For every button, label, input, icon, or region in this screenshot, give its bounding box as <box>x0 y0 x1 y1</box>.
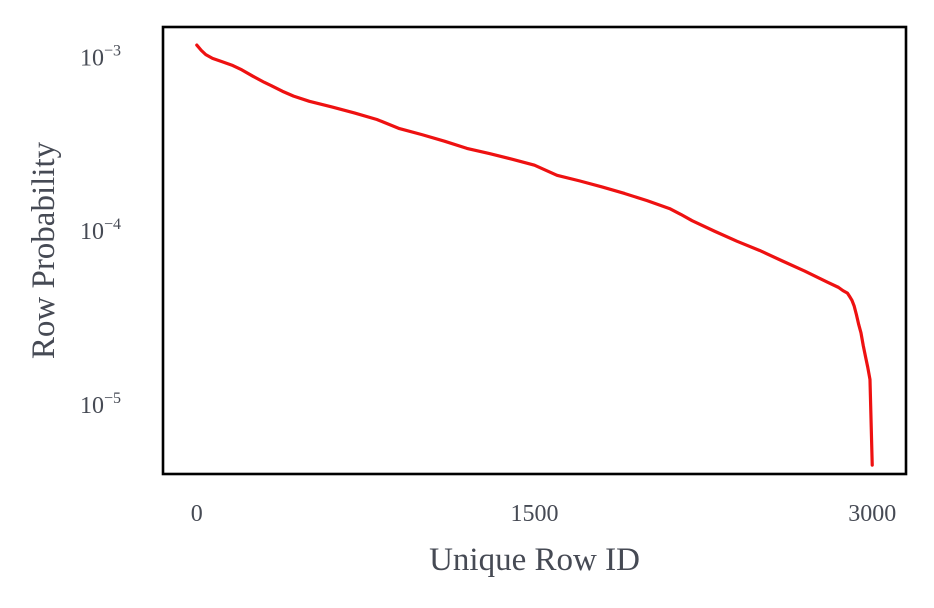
y-tick-label: 10−5 <box>80 390 121 419</box>
series-line <box>195 43 874 467</box>
y-tick-exponent: −3 <box>104 43 121 60</box>
x-axis-title: Unique Row ID <box>429 542 640 578</box>
x-tick-label: 0 <box>191 501 203 527</box>
y-axis-title: Row Probability <box>26 141 62 359</box>
plot-frame <box>161 25 908 476</box>
y-tick-base: 10 <box>80 393 104 419</box>
y-tick-exponent: −4 <box>104 216 121 233</box>
y-tick-labels: 10−310−410−5 <box>80 43 121 419</box>
y-tick-base: 10 <box>80 46 104 72</box>
y-tick-label: 10−3 <box>80 43 121 72</box>
x-tick-label: 3000 <box>848 501 896 527</box>
y-tick-label: 10−4 <box>80 216 121 245</box>
y-tick-exponent: −5 <box>104 390 121 407</box>
y-tick-base: 10 <box>80 219 104 245</box>
x-tick-labels: 0 1500 3000 <box>191 501 896 527</box>
x-tick-label: 1500 <box>511 501 559 527</box>
